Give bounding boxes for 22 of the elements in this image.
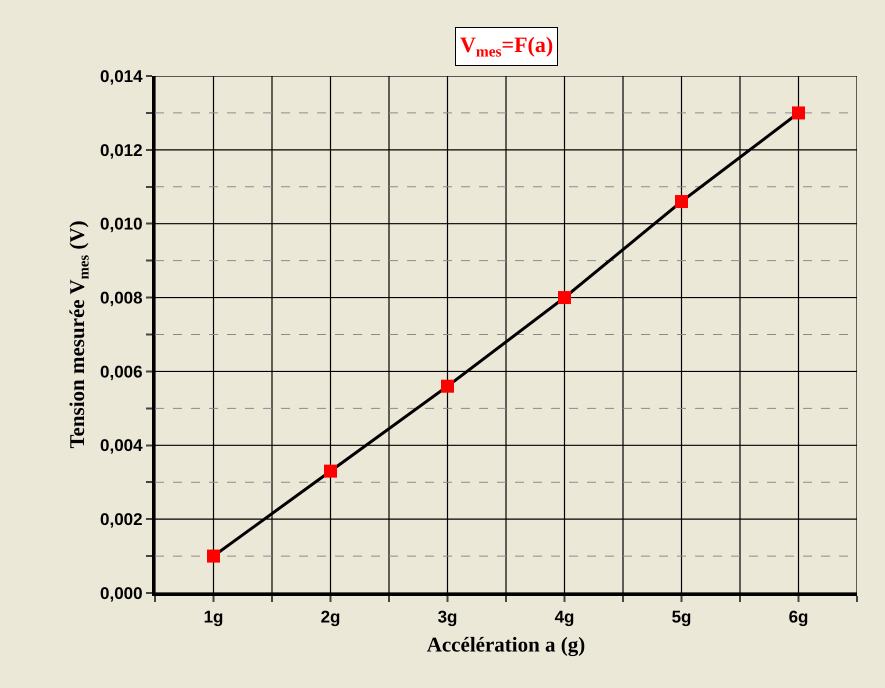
y-tick-label: 0,008 [100, 288, 143, 308]
point [675, 195, 688, 208]
point [558, 291, 571, 304]
x-tick-label: 1g [204, 607, 224, 626]
chart-title: V$_{mes}$=F(a) [460, 32, 554, 61]
x-tick-label: 3g [438, 607, 458, 626]
point [441, 380, 454, 393]
y-tick-label: 0,012 [100, 140, 143, 160]
y-tick-label: 0,014 [100, 66, 144, 86]
point [324, 464, 337, 478]
y-tick-label: 0,000 [100, 584, 143, 603]
x-axis-title: Accélération a (g) [426, 632, 586, 657]
x-tick-label: 4g [554, 607, 574, 626]
x-tick-label: 6g [788, 607, 808, 626]
y-tick-label: 0,010 [100, 214, 143, 234]
x-tick-label: 5g [672, 607, 692, 626]
point [207, 550, 220, 563]
y-tick-label: 0,006 [100, 362, 143, 382]
x-tick-label: 2g [320, 607, 340, 626]
y-tick-label: 0,004 [100, 436, 144, 456]
point [792, 106, 805, 120]
y-tick-label: 0,002 [100, 510, 143, 530]
